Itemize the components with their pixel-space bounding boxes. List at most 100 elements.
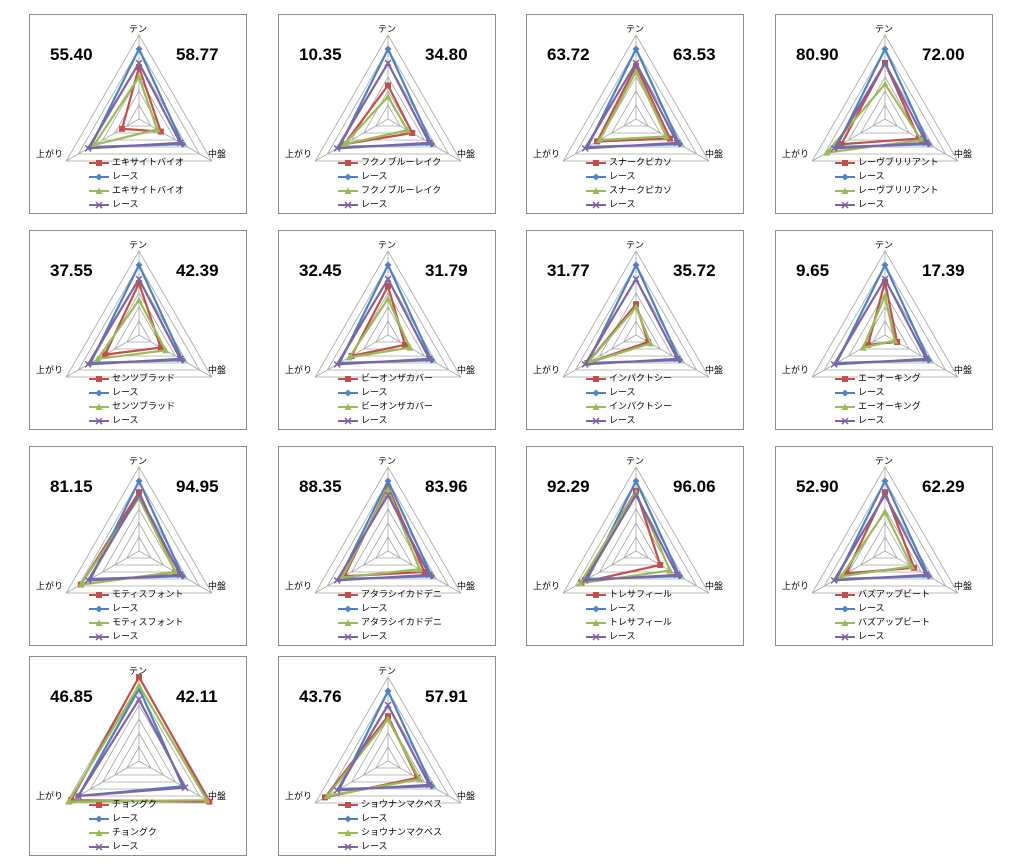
series-line xyxy=(120,63,163,133)
data-point xyxy=(632,477,640,485)
data-point xyxy=(881,59,889,67)
grid-ring xyxy=(623,104,649,127)
data-point xyxy=(384,275,392,283)
legend-swatch xyxy=(586,417,606,425)
data-point xyxy=(414,774,421,781)
legend-label: レース xyxy=(361,416,388,426)
grid-ring xyxy=(363,732,413,776)
series-line xyxy=(341,83,414,146)
left-value: 43.76 xyxy=(299,687,342,706)
axis-label-ten: テン xyxy=(128,667,147,677)
grid-ring xyxy=(326,480,450,587)
grid-spoke xyxy=(387,334,461,378)
left-value: 81.15 xyxy=(50,477,93,496)
series-line xyxy=(66,683,209,803)
legend-swatch xyxy=(89,187,109,194)
data-point xyxy=(135,491,143,499)
data-point xyxy=(632,45,640,53)
legend-swatch xyxy=(835,633,855,641)
legend-swatch xyxy=(338,633,358,641)
data-point xyxy=(323,792,331,799)
data-point xyxy=(135,695,143,703)
series-line xyxy=(346,296,412,359)
data-point xyxy=(657,562,664,568)
legend-label: レース xyxy=(361,200,388,210)
grid-ring xyxy=(363,90,413,134)
legend-marker xyxy=(841,389,849,397)
data-point xyxy=(633,62,639,69)
data-point xyxy=(632,67,640,75)
data-point xyxy=(333,786,341,794)
legend-label: レース xyxy=(609,604,636,614)
data-point xyxy=(406,344,414,351)
legend-swatch xyxy=(586,376,606,382)
grid-ring xyxy=(623,320,649,343)
data-point xyxy=(865,341,872,348)
right-value: 62.29 xyxy=(922,477,965,496)
grid-ring xyxy=(574,48,698,155)
series-line xyxy=(103,280,163,356)
grid-ring xyxy=(823,48,947,155)
data-point xyxy=(345,353,353,361)
legend-swatch xyxy=(835,619,855,626)
radar-chart-panel: 63.72 63.53 テン 中盤 上がり スナークピカソ レース スナークピカソ レース xyxy=(526,14,744,214)
data-point xyxy=(673,355,681,363)
grid-spoke xyxy=(138,760,212,804)
data-point xyxy=(119,125,126,132)
legend-swatch xyxy=(89,201,109,209)
data-point xyxy=(333,144,341,152)
legend-marker xyxy=(344,815,352,823)
grid-ring xyxy=(823,480,947,587)
legend-marker xyxy=(95,201,103,209)
legend-swatch xyxy=(586,592,606,598)
right-value: 94.95 xyxy=(176,477,219,496)
grid-ring xyxy=(375,746,401,769)
data-point xyxy=(135,296,143,303)
series-line xyxy=(578,489,672,585)
radar-plot xyxy=(811,466,959,594)
data-point xyxy=(881,477,889,485)
axis-label-chuban: 中盤 xyxy=(954,582,973,592)
data-point xyxy=(647,339,655,347)
legend-swatch xyxy=(835,201,855,209)
grid-ring xyxy=(350,718,426,783)
legend-label: レース xyxy=(112,604,139,614)
series-line xyxy=(86,60,182,150)
legend-label: フクノブルーレイク xyxy=(361,158,442,168)
series-line xyxy=(335,276,431,366)
legend-swatch xyxy=(89,376,109,382)
radar-plot xyxy=(65,34,213,162)
legend-swatch xyxy=(835,592,855,598)
data-point xyxy=(830,360,838,368)
legend-swatch xyxy=(586,403,606,410)
grid-ring xyxy=(77,480,201,587)
legend-label: レース xyxy=(609,172,636,182)
legend-label: モティスフォント xyxy=(112,590,184,600)
legend-label: インパクトシー xyxy=(609,402,673,412)
legend-swatch xyxy=(338,619,358,626)
grid-spoke xyxy=(884,550,958,594)
axis-label-ten: テン xyxy=(625,25,644,35)
grid-ring xyxy=(611,90,661,134)
left-value: 92.29 xyxy=(547,477,590,496)
right-value: 34.80 xyxy=(425,45,468,64)
axis-label-agari: 上がり xyxy=(285,366,313,376)
right-value: 58.77 xyxy=(176,45,219,64)
legend-label: センツブラッド xyxy=(112,374,176,384)
legend-swatch xyxy=(338,592,358,598)
grid-ring xyxy=(114,522,164,566)
legend-marker xyxy=(95,815,103,823)
data-point xyxy=(384,715,392,722)
legend-swatch xyxy=(338,187,358,194)
data-point xyxy=(102,351,109,358)
radar-plot xyxy=(811,34,959,162)
data-point xyxy=(917,136,925,143)
legend-marker xyxy=(592,417,600,425)
legend-label: レース xyxy=(858,200,885,210)
series-line xyxy=(335,702,431,792)
legend-swatch xyxy=(338,417,358,425)
data-point xyxy=(385,283,391,289)
radar-chart-panel: 81.15 94.95 テン 中盤 上がり モティスフォント レース モティスフォント レース xyxy=(29,446,247,646)
data-point xyxy=(908,562,916,570)
legend-swatch xyxy=(835,389,855,397)
